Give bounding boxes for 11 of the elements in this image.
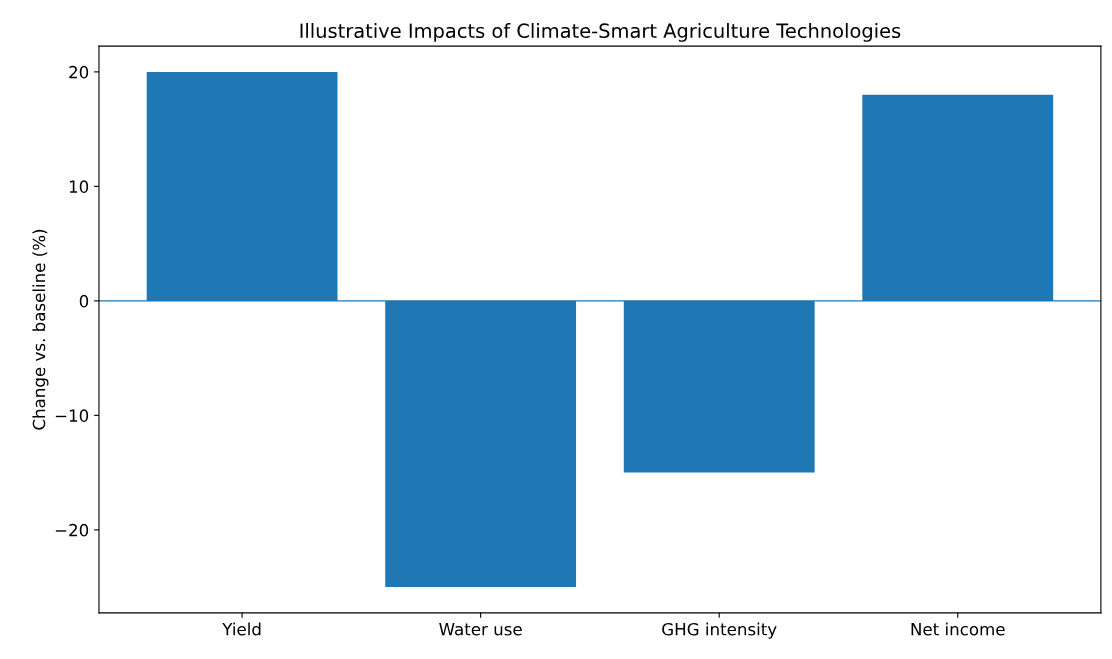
x-tick-label: Yield	[222, 622, 261, 636]
chart-title: Illustrative Impacts of Climate-Smart Agriculture Technologies	[300, 23, 901, 42]
x-tick-label: Water use	[439, 623, 522, 636]
y-tick-label: −10	[55, 409, 89, 422]
y-tick-label: 20	[69, 65, 89, 79]
y-tick-label: 0	[79, 294, 89, 308]
x-tick-label: GHG intensity	[662, 622, 777, 639]
x-tick-label: Net income	[911, 622, 1005, 636]
y-axis-title: Change vs. baseline (%)	[32, 229, 49, 430]
y-tick-label: 10	[69, 180, 89, 193]
y-tick-label: −20	[55, 523, 89, 537]
